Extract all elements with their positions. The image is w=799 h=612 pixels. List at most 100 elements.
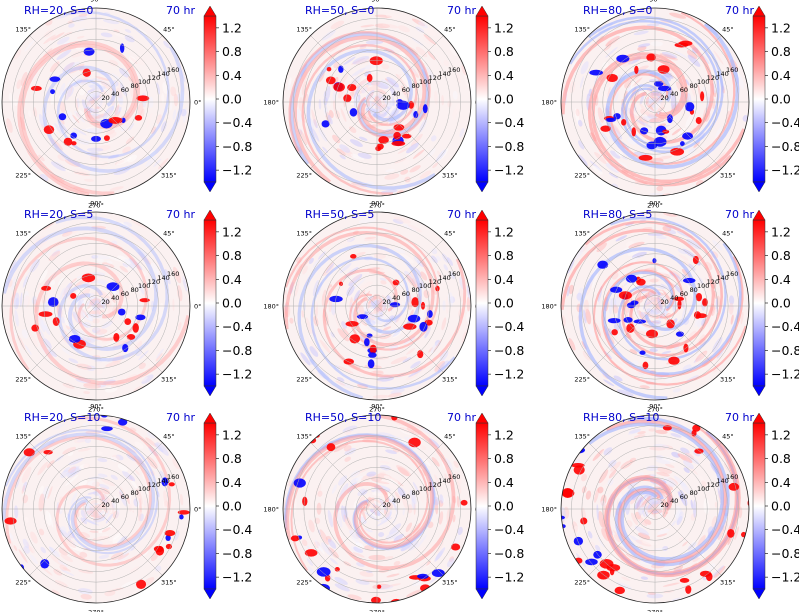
colorbar-extend-max: [203, 412, 217, 424]
panel-title: RH=50, S=10: [305, 411, 381, 424]
angle-tick-label: 90°: [371, 0, 383, 4]
panel-time-label: 70 hr: [166, 411, 195, 424]
grid-spoke: [588, 35, 656, 103]
grid-spoke: [376, 35, 444, 103]
grid-spoke: [588, 442, 656, 510]
panel-title: RH=20, S=0: [24, 4, 93, 17]
colorbar-extend-max: [752, 412, 766, 424]
polar-field: [283, 216, 471, 400]
radial-tick-label: 100: [697, 282, 709, 290]
colorbar-tick-label: 0.0: [771, 499, 791, 514]
grid-spoke: [95, 239, 163, 307]
radial-tick-label: 60: [680, 86, 688, 94]
colorbar-tick-label: −0.4: [771, 522, 799, 537]
colorbar-tick-label: −0.4: [494, 319, 524, 334]
radial-tick-label: 120: [429, 74, 441, 82]
colorbar-extend-min: [752, 385, 766, 397]
colorbar-tick-label: 1.2: [222, 20, 242, 35]
grid-spoke: [654, 101, 722, 169]
polar-frame: [1, 7, 191, 197]
polar-panel: 2040608010012014016045°90°135°180°225°27…: [1, 0, 201, 210]
colorbar-tick-label: −0.4: [771, 115, 799, 130]
angle-tick-label: 270°: [88, 202, 104, 210]
colorbar-tick-label: −0.8: [494, 343, 524, 358]
angle-tick-label: 225°: [15, 171, 31, 179]
grid-spoke: [376, 101, 444, 169]
radial-tick-label: 40: [670, 497, 678, 505]
colorbar-tick-label: −1.2: [222, 570, 252, 585]
colorbar-extend-min: [475, 181, 489, 193]
colorbar-tick-label: −1.2: [771, 367, 799, 382]
polar-panel: 2040608010012014016045°90°135°180°225°27…: [1, 403, 201, 612]
radial-tick-label: 100: [419, 282, 431, 290]
angle-tick-label: 315°: [720, 171, 736, 179]
radial-tick-label: 40: [392, 90, 400, 98]
colorbar-tick-label: −0.4: [771, 319, 799, 334]
angle-tick-label: 270°: [647, 406, 663, 414]
grid-spoke: [29, 305, 97, 373]
radial-tick-label: 160: [726, 473, 738, 481]
colorbar-tick-label: 0.8: [222, 44, 242, 59]
grid-spoke: [29, 35, 97, 103]
radial-tick-label: 20: [383, 94, 391, 102]
radial-tick-label: 60: [402, 290, 410, 298]
angle-tick-label: 45°: [163, 433, 175, 441]
polar-field: [287, 13, 470, 195]
radial-tick-label: 160: [448, 473, 460, 481]
grid-spoke: [376, 239, 444, 307]
angle-tick-label: 180°: [263, 303, 279, 311]
grid-spoke: [29, 442, 97, 510]
colorbar-tick-label: 0.8: [771, 248, 791, 263]
colorbar: 1.2 0.8 0.4 0.0 −0.4 −0.8 −1.2: [203, 412, 252, 600]
colorbar-tick-label: 0.8: [494, 451, 514, 466]
radial-tick-label: 120: [148, 481, 160, 489]
angle-tick-label: 90°: [649, 403, 661, 411]
angle-tick-label: 225°: [296, 578, 312, 586]
colorbar-extend-max: [203, 5, 217, 17]
angle-tick-label: 315°: [442, 578, 458, 586]
angle-tick-label: 135°: [574, 433, 590, 441]
colorbar-tick-label: −1.2: [771, 570, 799, 585]
radial-tick-label: 120: [707, 74, 719, 82]
colorbar-tick-label: 1.2: [494, 427, 514, 442]
radial-tick-label: 140: [716, 477, 728, 485]
colorbar-tick-label: 0.8: [771, 451, 791, 466]
radial-tick-label: 80: [130, 489, 138, 497]
radial-tick-label: 40: [111, 497, 119, 505]
colorbar-tick-label: 1.2: [494, 20, 514, 35]
radial-tick-label: 80: [689, 82, 697, 90]
colorbar-tick-label: −0.4: [222, 115, 252, 130]
angle-tick-label: 135°: [574, 26, 590, 34]
colorbar-tick-label: −1.2: [494, 163, 524, 178]
polar-frame: [1, 211, 191, 401]
radial-tick-label: 140: [438, 70, 450, 78]
angle-tick-label: 90°: [649, 0, 661, 4]
angle-tick-label: 0°: [194, 506, 201, 514]
radial-tick-label: 140: [438, 477, 450, 485]
colorbar-tick-label: 0.0: [771, 296, 791, 311]
colorbar-tick-label: 0.4: [771, 475, 791, 490]
panel-title: RH=80, S=5: [583, 208, 652, 221]
angle-tick-label: 0°: [194, 99, 201, 107]
grid-spoke: [376, 305, 444, 373]
polar-panel: 2040608010012014016045°90°135°180°225°27…: [263, 403, 482, 612]
angle-tick-label: 90°: [371, 403, 383, 411]
angle-tick-label: 225°: [574, 171, 590, 179]
polar-frame: [560, 211, 750, 401]
grid-spoke: [376, 508, 444, 576]
angle-tick-label: 135°: [296, 433, 312, 441]
polar-frame: [1, 414, 191, 604]
radial-tick-label: 20: [383, 298, 391, 306]
grid-spoke: [588, 101, 656, 169]
colorbar-body: [752, 15, 766, 183]
colorbar: 1.2 0.8 0.4 0.0 −0.4 −0.8 −1.2: [752, 209, 799, 397]
angle-tick-label: 315°: [720, 578, 736, 586]
colorbar-tick-label: 0.0: [494, 92, 514, 107]
angle-tick-label: 225°: [574, 578, 590, 586]
angle-tick-label: 315°: [720, 375, 736, 383]
radial-tick-label: 40: [670, 90, 678, 98]
grid-spoke: [588, 508, 656, 576]
angle-tick-label: 225°: [15, 375, 31, 383]
colorbar-tick-label: 0.8: [771, 44, 791, 59]
radial-tick-label: 100: [419, 485, 431, 493]
